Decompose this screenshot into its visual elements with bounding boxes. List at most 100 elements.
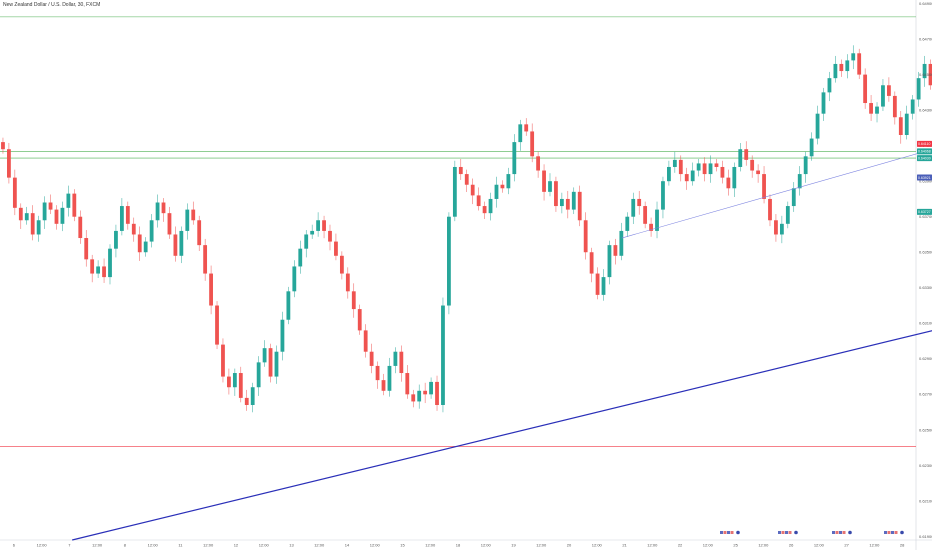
- candle-body: [119, 206, 124, 231]
- candle-body: [334, 241, 338, 256]
- candle-body: [78, 216, 83, 239]
- economic-event-icon[interactable]: [778, 530, 798, 535]
- candle-body: [779, 223, 784, 235]
- candle-body: [887, 85, 891, 96]
- candle-body: [613, 245, 618, 256]
- candle-body: [197, 220, 202, 246]
- candle-body: [1, 142, 5, 150]
- time-tick-label: 21: [622, 543, 627, 548]
- candle-body: [482, 206, 487, 214]
- candle-body: [209, 273, 213, 306]
- candle-body: [696, 163, 701, 171]
- candle-body: [60, 207, 65, 224]
- candle-body: [238, 373, 243, 398]
- candle-body: [441, 305, 445, 405]
- event-flag-icon: [723, 531, 727, 534]
- event-flag-icon: [835, 531, 839, 534]
- candle-body: [339, 255, 344, 274]
- candle-body: [875, 106, 879, 114]
- candle-body: [322, 220, 326, 231]
- time-tick-label: 12:00: [592, 543, 603, 548]
- candle-body: [904, 113, 909, 135]
- candle-body: [161, 202, 166, 214]
- candle-body: [542, 170, 546, 192]
- candle-body: [328, 230, 332, 242]
- candle-body: [280, 319, 285, 352]
- event-flag-icon: [720, 531, 723, 534]
- time-tick-label: 12:00: [869, 543, 880, 548]
- candle-body: [744, 149, 749, 160]
- candle-body: [375, 365, 380, 381]
- event-dot-icon: [900, 530, 904, 535]
- candle-body: [892, 95, 897, 118]
- candle-body: [756, 170, 761, 175]
- candle-body: [637, 198, 642, 207]
- candle-body: [54, 209, 59, 224]
- candle-body: [851, 53, 856, 61]
- candle-body: [203, 245, 208, 274]
- candle-body: [506, 174, 511, 189]
- candle-body: [726, 177, 731, 189]
- candle-body: [262, 348, 267, 363]
- candle-body: [500, 184, 505, 189]
- candle-body: [595, 273, 600, 295]
- time-tick-label: 7: [68, 543, 71, 548]
- event-flag-icon: [894, 531, 898, 534]
- candle-body: [565, 198, 570, 210]
- time-tick-label: 12:00: [370, 543, 381, 548]
- candle-body: [916, 78, 921, 100]
- event-flag-icon: [785, 531, 788, 534]
- candle-body: [7, 149, 11, 178]
- candle-body: [548, 181, 552, 192]
- candle-body: [833, 63, 838, 79]
- candle-body: [785, 206, 790, 224]
- candle-body: [750, 159, 755, 171]
- candle-body: [928, 63, 932, 86]
- candle-body: [845, 60, 850, 72]
- candle-body: [494, 184, 499, 199]
- candle-body: [857, 53, 862, 75]
- candle-body: [518, 124, 523, 143]
- time-tick-label: 13: [289, 543, 294, 548]
- candle-body: [12, 177, 17, 208]
- candle-body: [922, 63, 927, 79]
- event-flag-icon: [887, 531, 891, 534]
- event-flag-icon: [778, 531, 781, 534]
- time-tick-label: 28: [900, 543, 905, 548]
- trendline-1[interactable]: [621, 18, 932, 239]
- candle-body: [619, 230, 624, 256]
- time-tick-label: 12:00: [703, 543, 714, 548]
- candle-body: [559, 198, 564, 207]
- trendline-0[interactable]: [72, 210, 932, 541]
- candle-body: [131, 223, 136, 235]
- economic-event-icon[interactable]: [832, 530, 852, 535]
- economic-event-icon[interactable]: [720, 530, 740, 535]
- candle-body: [530, 131, 535, 157]
- candle-body: [173, 234, 178, 256]
- candle-body: [345, 273, 350, 292]
- candle-body: [910, 99, 915, 114]
- candle-body: [476, 195, 481, 207]
- time-tick-label: 6: [13, 543, 16, 548]
- time-tick-label: 11: [178, 543, 183, 548]
- time-tick-label: 14: [345, 543, 350, 548]
- candle-body: [898, 117, 903, 135]
- candle-body: [601, 277, 606, 295]
- candle-body: [809, 138, 814, 157]
- candle-body: [149, 220, 154, 242]
- candle-body: [702, 163, 707, 175]
- economic-event-icon[interactable]: [884, 530, 904, 535]
- event-flag-icon: [842, 531, 846, 534]
- candle-body: [369, 351, 374, 366]
- candle-body: [762, 174, 766, 199]
- price-badge-0: [917, 140, 932, 147]
- candle-body: [387, 365, 392, 391]
- candle-body: [797, 174, 802, 189]
- time-tick-label: 12:00: [481, 543, 492, 548]
- candle-body: [678, 159, 683, 175]
